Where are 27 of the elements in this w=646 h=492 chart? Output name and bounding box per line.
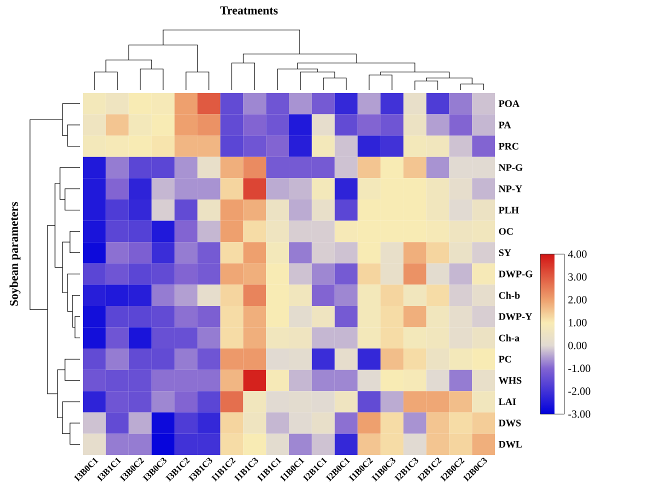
- y-tick-label: NP-G: [498, 164, 523, 171]
- chart-title: Treatments: [220, 6, 278, 14]
- y-tick-label: POA: [498, 100, 520, 107]
- y-tick-label: OC: [499, 228, 513, 235]
- y-axis-title: Soybean parameters: [10, 202, 20, 306]
- y-tick-label: PRC: [498, 142, 518, 150]
- y-tick-label: Ch-a: [499, 334, 520, 342]
- y-tick-label: DWP-Y: [498, 313, 532, 320]
- color-bar-label: -2.00: [568, 388, 590, 395]
- y-tick-label: NP-Y: [498, 186, 522, 192]
- color-bar-label: 4.00: [568, 250, 587, 258]
- y-tick-label: Ch-b: [499, 292, 520, 299]
- y-tick-label: DWS: [498, 420, 521, 426]
- color-bar-label: 0.00: [568, 342, 587, 350]
- y-tick-label: PA: [498, 122, 511, 128]
- y-tick-label: DWP-G: [498, 270, 533, 278]
- y-tick-label: PC: [498, 356, 512, 363]
- y-tick-label: DWL: [498, 441, 522, 448]
- color-bar-label: 2.00: [568, 296, 587, 304]
- y-tick-label: WHS: [498, 377, 522, 384]
- y-tick-label: LAI: [498, 398, 516, 406]
- y-tick-label: PLH: [498, 206, 519, 214]
- color-bar-label: -3.00: [568, 410, 590, 418]
- color-bar-label: 1.00: [568, 318, 587, 326]
- y-tick-label: SY: [499, 249, 512, 256]
- color-bar-label: 3.00: [568, 273, 587, 281]
- color-bar-label: -1.00: [568, 364, 590, 372]
